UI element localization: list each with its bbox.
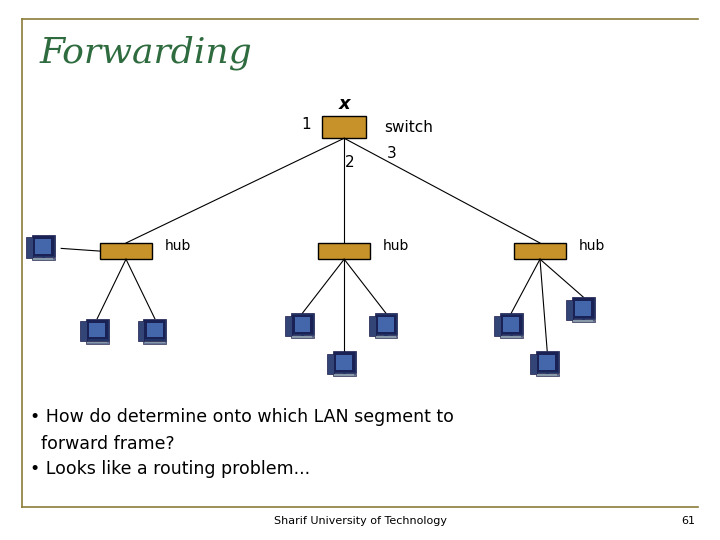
Text: 2: 2 — [345, 155, 355, 170]
Text: 61: 61 — [681, 516, 695, 526]
FancyBboxPatch shape — [143, 319, 166, 341]
Bar — [514, 243, 566, 259]
Text: 3: 3 — [387, 146, 397, 161]
FancyBboxPatch shape — [500, 336, 523, 338]
FancyBboxPatch shape — [536, 351, 559, 373]
FancyBboxPatch shape — [503, 318, 519, 332]
FancyBboxPatch shape — [537, 374, 557, 376]
FancyBboxPatch shape — [327, 354, 334, 374]
FancyBboxPatch shape — [376, 336, 396, 338]
FancyBboxPatch shape — [500, 313, 523, 335]
FancyBboxPatch shape — [80, 321, 87, 341]
FancyBboxPatch shape — [291, 313, 314, 335]
FancyBboxPatch shape — [96, 340, 99, 342]
FancyBboxPatch shape — [343, 372, 346, 375]
FancyBboxPatch shape — [153, 340, 156, 342]
FancyBboxPatch shape — [510, 334, 513, 337]
Text: forward frame?: forward frame? — [30, 435, 175, 453]
Bar — [318, 243, 370, 259]
FancyBboxPatch shape — [333, 374, 356, 376]
FancyBboxPatch shape — [32, 235, 55, 257]
FancyBboxPatch shape — [582, 318, 585, 321]
Text: hub: hub — [383, 239, 410, 253]
FancyBboxPatch shape — [573, 320, 593, 322]
FancyBboxPatch shape — [292, 336, 312, 338]
Text: 1: 1 — [301, 117, 311, 132]
FancyBboxPatch shape — [145, 320, 165, 340]
FancyBboxPatch shape — [546, 372, 549, 375]
FancyBboxPatch shape — [26, 238, 33, 258]
Text: switch: switch — [384, 120, 433, 135]
FancyBboxPatch shape — [536, 374, 559, 376]
FancyBboxPatch shape — [572, 320, 595, 322]
Text: • How do determine onto which LAN segment to: • How do determine onto which LAN segmen… — [30, 408, 454, 426]
FancyBboxPatch shape — [86, 319, 109, 341]
FancyBboxPatch shape — [138, 321, 145, 341]
FancyBboxPatch shape — [384, 334, 387, 337]
FancyBboxPatch shape — [301, 334, 304, 337]
FancyBboxPatch shape — [292, 315, 312, 334]
FancyBboxPatch shape — [291, 336, 314, 338]
FancyBboxPatch shape — [378, 318, 394, 332]
FancyBboxPatch shape — [336, 355, 352, 370]
FancyBboxPatch shape — [145, 342, 165, 343]
Text: • Looks like a routing problem...: • Looks like a routing problem... — [30, 460, 310, 478]
FancyBboxPatch shape — [334, 353, 354, 372]
FancyBboxPatch shape — [537, 353, 557, 372]
FancyBboxPatch shape — [33, 258, 53, 260]
Text: hub: hub — [165, 239, 192, 253]
Text: Forwarding: Forwarding — [40, 35, 252, 70]
FancyBboxPatch shape — [539, 355, 555, 370]
FancyBboxPatch shape — [374, 313, 397, 335]
Text: x: x — [338, 95, 350, 113]
FancyBboxPatch shape — [86, 341, 109, 343]
FancyBboxPatch shape — [575, 301, 591, 316]
FancyBboxPatch shape — [32, 258, 55, 260]
FancyBboxPatch shape — [501, 315, 521, 334]
FancyBboxPatch shape — [334, 374, 354, 376]
FancyBboxPatch shape — [530, 354, 537, 374]
Text: Sharif University of Technology: Sharif University of Technology — [274, 516, 446, 526]
FancyBboxPatch shape — [374, 336, 397, 338]
FancyBboxPatch shape — [333, 351, 356, 373]
FancyBboxPatch shape — [369, 316, 376, 336]
Bar — [100, 243, 152, 259]
FancyBboxPatch shape — [501, 336, 521, 338]
FancyBboxPatch shape — [143, 341, 166, 343]
FancyBboxPatch shape — [566, 300, 573, 320]
FancyBboxPatch shape — [494, 316, 501, 336]
FancyBboxPatch shape — [294, 318, 310, 332]
FancyBboxPatch shape — [376, 315, 396, 334]
Bar — [322, 116, 366, 138]
FancyBboxPatch shape — [87, 342, 107, 343]
FancyBboxPatch shape — [147, 323, 163, 338]
FancyBboxPatch shape — [573, 299, 593, 318]
FancyBboxPatch shape — [87, 320, 107, 340]
FancyBboxPatch shape — [572, 297, 595, 319]
FancyBboxPatch shape — [35, 239, 51, 254]
FancyBboxPatch shape — [285, 316, 292, 336]
FancyBboxPatch shape — [42, 256, 45, 259]
Text: hub: hub — [579, 239, 606, 253]
FancyBboxPatch shape — [33, 237, 53, 256]
FancyBboxPatch shape — [89, 323, 105, 338]
